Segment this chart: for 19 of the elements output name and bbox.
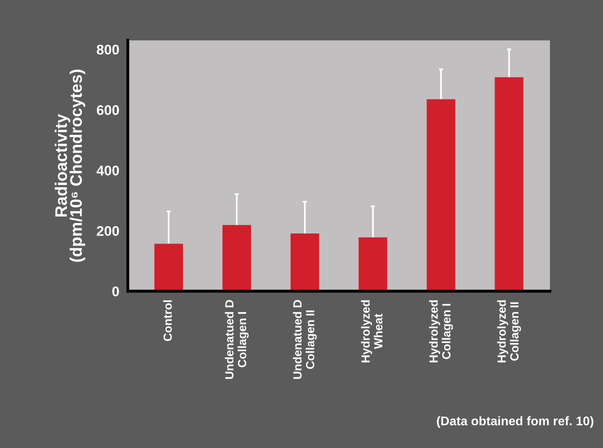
x-tick-label: Undenatued D Collagen I xyxy=(224,300,249,379)
bar xyxy=(358,237,388,292)
bar xyxy=(290,233,320,292)
y-tick-label: 0 xyxy=(112,286,119,296)
bar xyxy=(222,225,252,292)
y-tick-label: 800 xyxy=(96,44,119,55)
bar xyxy=(154,244,183,292)
y-tick-label: 400 xyxy=(96,166,119,176)
x-tick-label: Hydrolyzed Collagen I xyxy=(429,300,453,362)
y-axis-title: Radioactivity (dpm/10⁶ Chondrocytes) xyxy=(54,70,86,262)
x-tick-label: Undenatued D Collagen II xyxy=(292,300,317,379)
bar xyxy=(494,77,524,292)
x-tick-label: Hydrolyzed Collagen II xyxy=(497,300,521,362)
text: (Data obtained fom ref. 10) xyxy=(436,416,594,428)
y-tick-label: 600 xyxy=(96,105,119,116)
x-tick-label: Control xyxy=(163,300,172,342)
x-tick-label: Hydrolyzed Wheat xyxy=(361,300,382,362)
y-tick-label: 200 xyxy=(96,226,119,236)
bar xyxy=(426,99,456,292)
